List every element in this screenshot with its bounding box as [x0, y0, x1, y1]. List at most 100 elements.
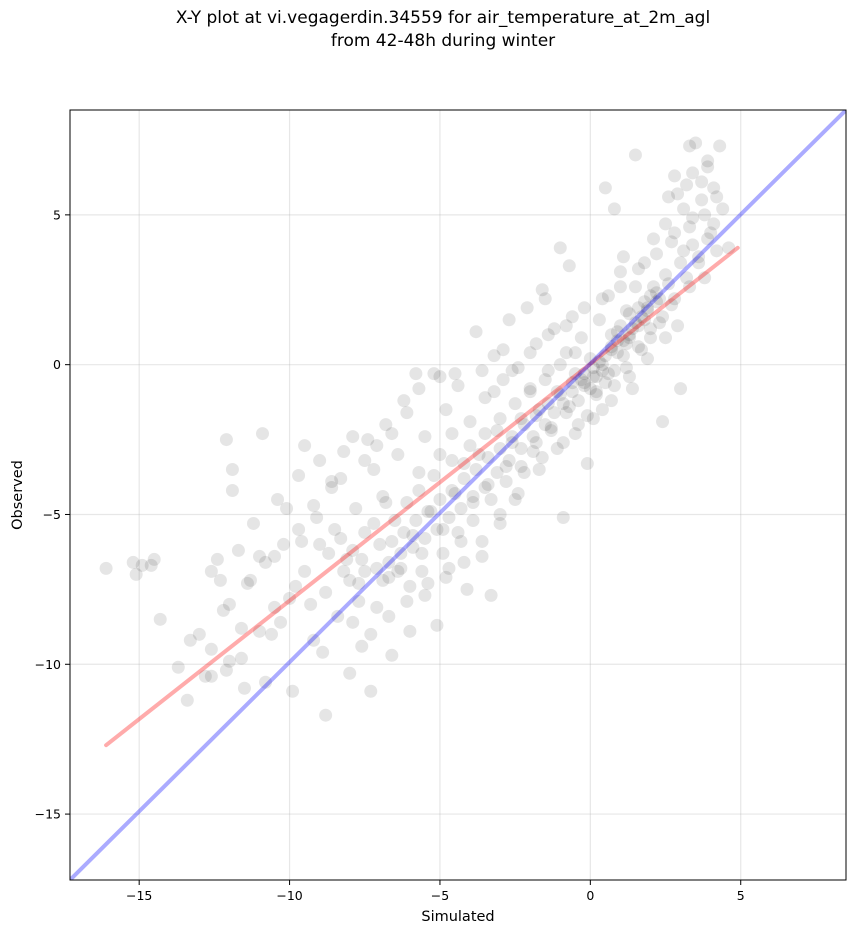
data-point [523, 346, 537, 360]
data-point [289, 579, 303, 593]
data-point [478, 391, 492, 405]
data-point [225, 463, 239, 477]
data-point [686, 211, 700, 225]
data-point [412, 484, 426, 498]
data-point [559, 346, 573, 360]
data-point [415, 564, 429, 578]
data-point [343, 666, 357, 680]
data-point [613, 265, 627, 279]
data-point [382, 555, 396, 569]
data-point [613, 319, 627, 333]
data-point [222, 597, 236, 611]
data-point [628, 316, 642, 330]
data-point [520, 301, 534, 315]
data-point [616, 349, 630, 363]
data-point [259, 555, 273, 569]
data-point [707, 217, 721, 231]
chart-title: X-Y plot at vi.vegagerdin.34559 for air_… [0, 7, 854, 53]
data-point [427, 367, 441, 381]
data-point [337, 445, 351, 459]
data-point [505, 430, 519, 444]
data-point [656, 310, 670, 324]
data-point [634, 310, 648, 324]
data-point [216, 603, 230, 617]
data-point [607, 364, 621, 378]
data-point [580, 409, 594, 423]
data-point [616, 334, 630, 348]
data-point [292, 522, 306, 536]
data-point [640, 304, 654, 318]
data-point [556, 436, 570, 450]
data-point [665, 298, 679, 312]
data-point [550, 442, 564, 456]
data-point [662, 277, 676, 291]
data-point [604, 340, 618, 354]
data-point [625, 382, 639, 396]
data-point [640, 301, 654, 315]
data-point [532, 403, 546, 417]
data-point [484, 492, 498, 506]
data-point [337, 564, 351, 578]
data-point [352, 576, 366, 590]
data-point [391, 448, 405, 462]
data-point [529, 409, 543, 423]
data-point [385, 534, 399, 548]
data-point [307, 498, 321, 512]
data-point [295, 534, 309, 548]
data-point [595, 403, 609, 417]
data-point [607, 379, 621, 393]
data-point [650, 286, 664, 300]
data-point [445, 454, 459, 468]
x-tick-label: 0 [586, 888, 594, 903]
data-point [580, 457, 594, 471]
data-point [562, 259, 576, 273]
data-point [445, 484, 459, 498]
data-point [710, 244, 724, 258]
data-point [367, 516, 381, 530]
data-point [445, 427, 459, 441]
regression-line [104, 245, 740, 748]
data-point [634, 343, 648, 357]
data-point [631, 262, 645, 276]
data-point [493, 442, 507, 456]
data-point [598, 349, 612, 363]
data-point [565, 310, 579, 324]
data-point [647, 232, 661, 246]
data-point [376, 489, 390, 503]
data-point [610, 325, 624, 339]
data-point [298, 564, 312, 578]
data-point [562, 400, 576, 414]
data-point [586, 370, 600, 384]
data-point [643, 289, 657, 303]
data-point [222, 654, 236, 668]
data-point [526, 445, 540, 459]
data-point [397, 394, 411, 408]
data-point [463, 415, 477, 429]
data-point [415, 546, 429, 560]
data-point [502, 313, 516, 327]
data-point [665, 235, 679, 249]
data-point [379, 418, 393, 432]
data-point [409, 513, 423, 527]
data-point [319, 585, 333, 599]
data-point [598, 376, 612, 390]
data-point [268, 600, 282, 614]
data-point [313, 537, 327, 551]
data-point [334, 531, 348, 545]
data-point [586, 412, 600, 426]
x-axis-label: Simulated [421, 909, 494, 925]
data-point [274, 615, 288, 629]
data-point [328, 522, 342, 536]
data-point [704, 226, 718, 240]
data-point [313, 454, 327, 468]
data-point [349, 501, 363, 515]
data-point [565, 376, 579, 390]
data-point [568, 367, 582, 381]
data-point [466, 495, 480, 509]
data-point [373, 537, 387, 551]
data-point [430, 522, 444, 536]
data-point [659, 268, 673, 282]
data-point [544, 421, 558, 435]
data-point [346, 430, 360, 444]
data-point [499, 460, 513, 474]
